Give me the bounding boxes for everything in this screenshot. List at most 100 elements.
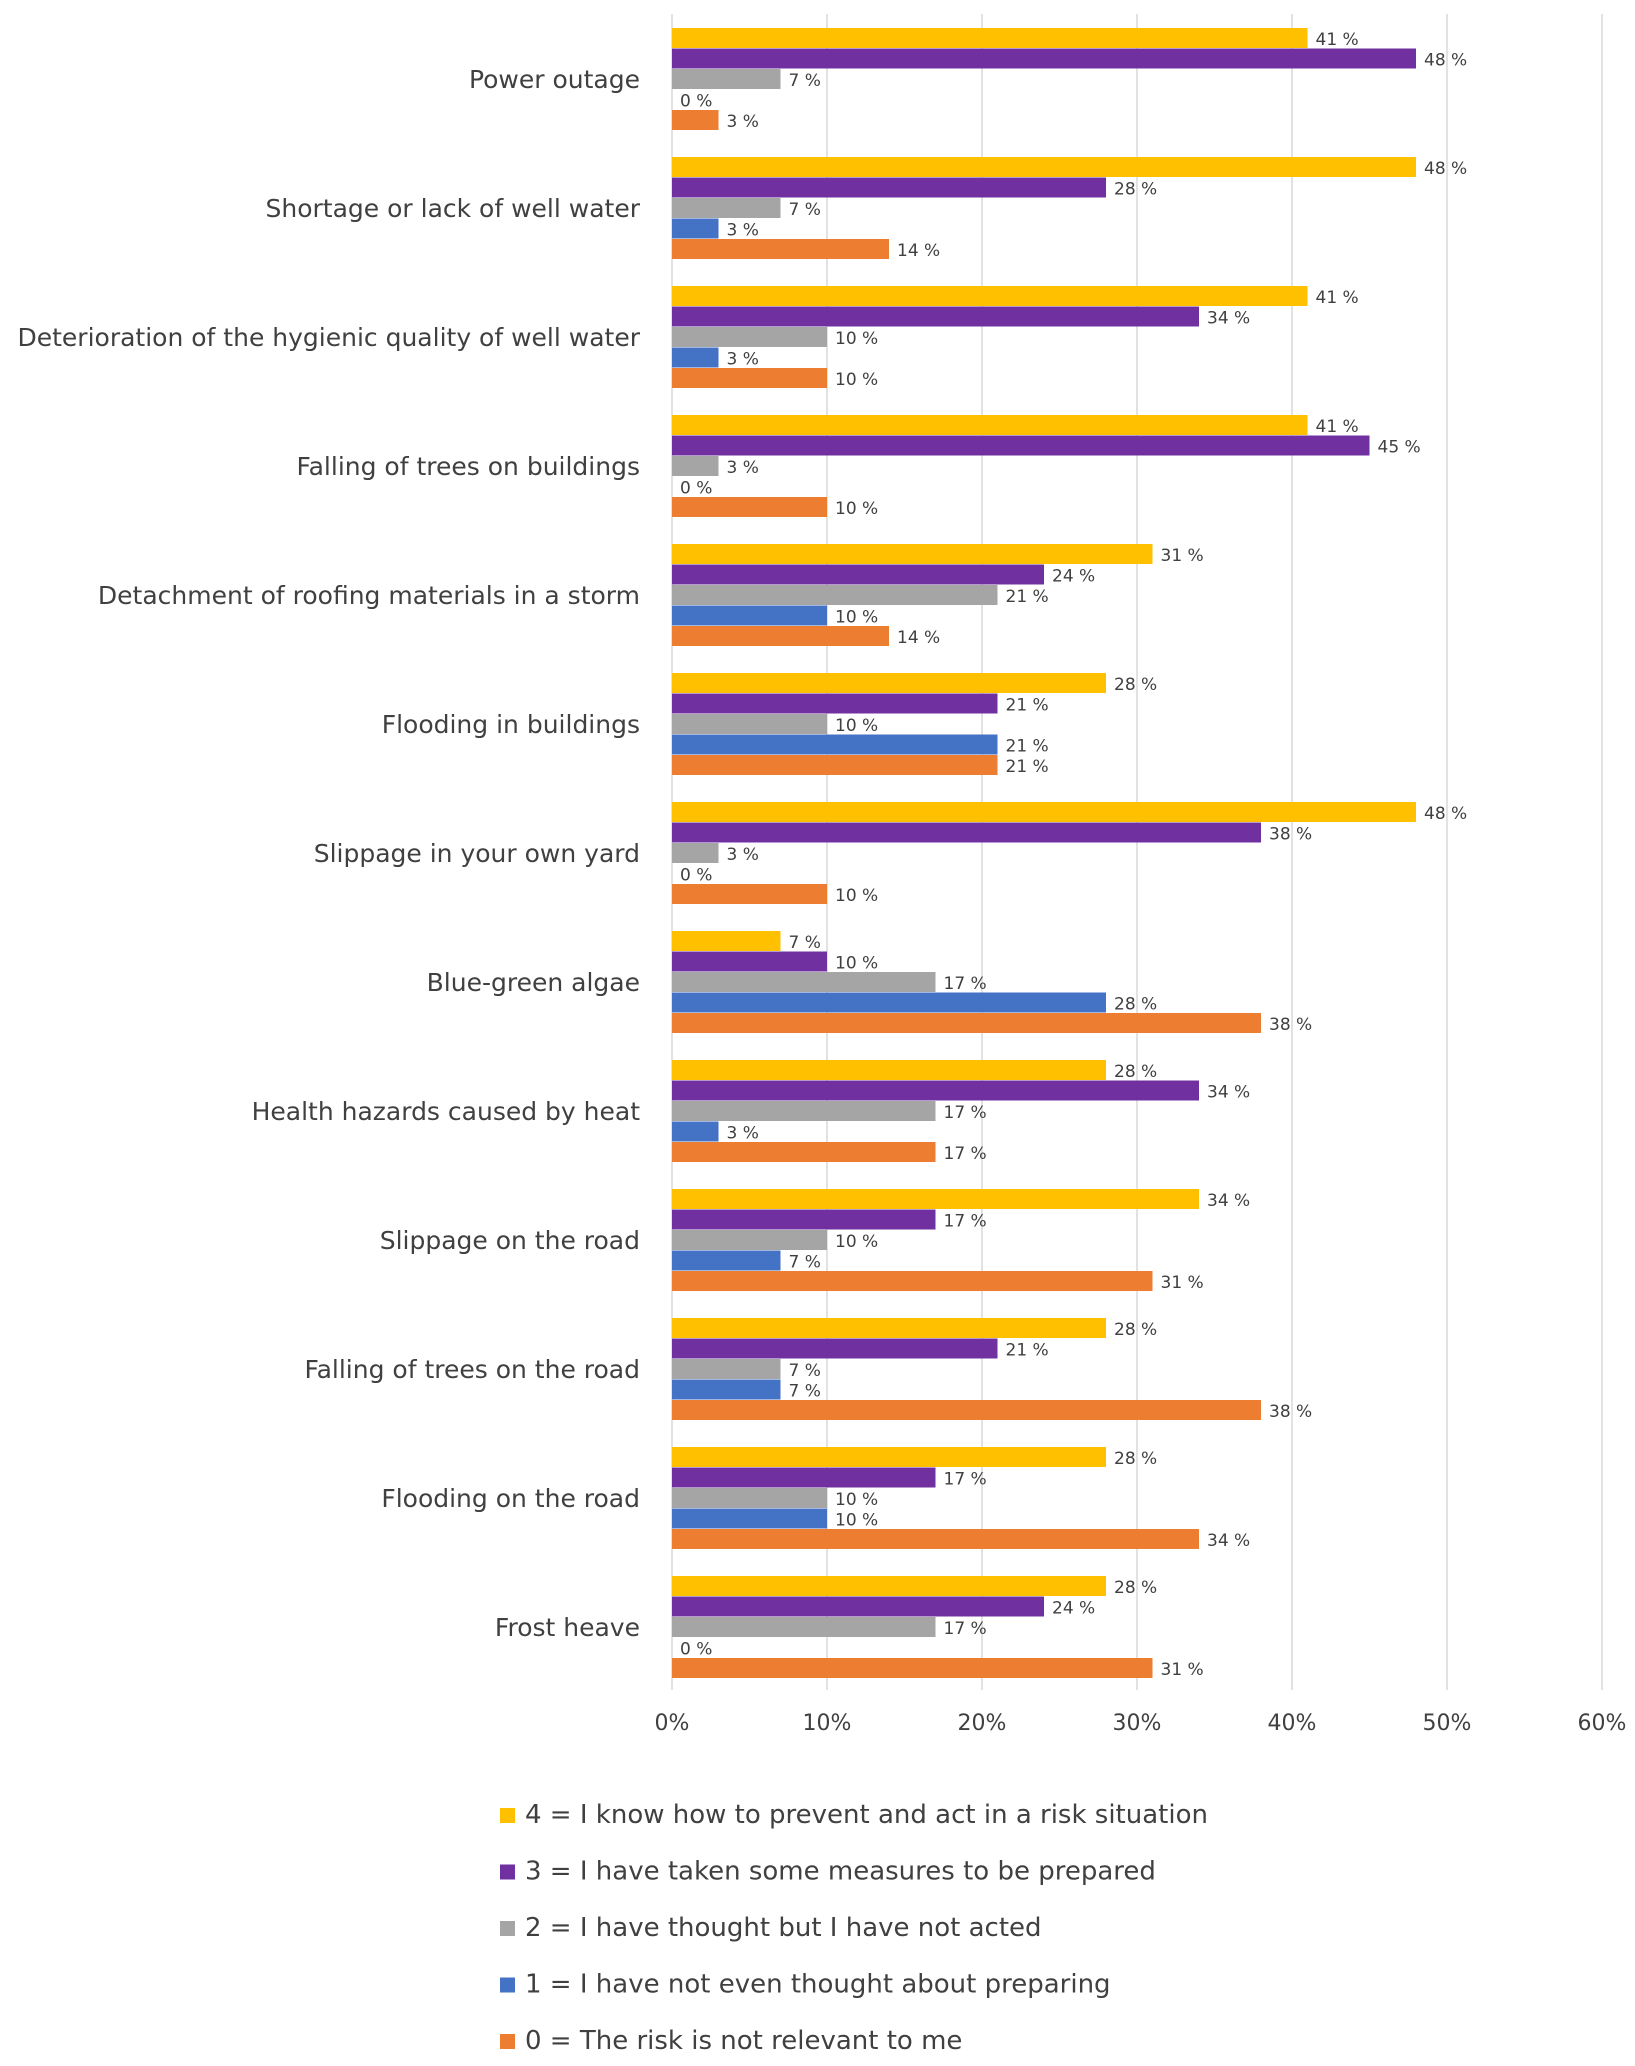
data-label: 10 %: [835, 1232, 878, 1252]
data-label: 10 %: [835, 886, 878, 906]
bar: [672, 306, 1199, 327]
data-label: 34 %: [1207, 1083, 1250, 1103]
gridlines: [671, 14, 1603, 1690]
data-label: 24 %: [1052, 1599, 1095, 1619]
legend-swatch: [500, 1977, 515, 1993]
data-label: 10 %: [835, 954, 878, 974]
bar: [672, 368, 827, 388]
legend-swatch: [500, 2034, 515, 2049]
data-label: 17 %: [944, 1144, 987, 1164]
x-tick-label: 60%: [1578, 1711, 1627, 1736]
data-label: 7 %: [789, 1253, 821, 1273]
data-label: 3 %: [727, 112, 759, 132]
bar: [672, 972, 936, 992]
category-label: Frost heave: [495, 1613, 640, 1642]
category-label: Deterioration of the hygienic quality of…: [17, 323, 640, 352]
bar: [672, 544, 1153, 564]
data-label: 3 %: [727, 1124, 759, 1144]
bar: [672, 1121, 719, 1142]
bar: [672, 822, 1261, 843]
bar: [672, 693, 998, 714]
data-label: 31 %: [1161, 546, 1204, 566]
data-label: 41 %: [1316, 30, 1359, 50]
bar: [672, 177, 1106, 198]
bar: [672, 931, 781, 951]
bar: [672, 456, 719, 476]
bar: [672, 347, 719, 368]
data-label: 10 %: [835, 608, 878, 628]
bar: [672, 1250, 781, 1271]
x-tick-label: 40%: [1268, 1711, 1317, 1736]
bar: [672, 48, 1416, 69]
bar: [672, 1658, 1153, 1678]
data-label: 28 %: [1114, 1320, 1157, 1340]
data-label: 34 %: [1207, 1191, 1250, 1211]
category-label: Slippage on the road: [380, 1226, 640, 1255]
data-label: 38 %: [1269, 825, 1312, 845]
bar: [672, 1318, 1106, 1338]
data-label: 3 %: [727, 458, 759, 478]
category-labels: Power outage Shortage or lack of well wat…: [17, 65, 640, 1642]
category-label: Flooding on the road: [381, 1484, 640, 1513]
bar: [672, 218, 719, 239]
bar: [672, 734, 998, 755]
data-label: 21 %: [1006, 737, 1049, 757]
bar: [672, 435, 1370, 456]
bar: [672, 755, 998, 775]
data-label: 45 %: [1378, 438, 1421, 458]
legend-entry: 2 = I have thought but I have not acted: [525, 1913, 1042, 1943]
category-label: Blue-green algae: [427, 968, 640, 997]
bar: [672, 714, 827, 734]
bar: [672, 1189, 1199, 1209]
data-label: 7 %: [789, 1361, 821, 1381]
bar: [672, 1617, 936, 1637]
data-label: 31 %: [1161, 1660, 1204, 1680]
data-label: 3 %: [727, 221, 759, 241]
data-label: 17 %: [944, 974, 987, 994]
data-label: 38 %: [1269, 1402, 1312, 1422]
x-axis-ticks: 0% 10% 20% 30% 40% 50% 60%: [655, 1711, 1627, 1736]
data-label: 10 %: [835, 1511, 878, 1531]
data-label: 7 %: [789, 1382, 821, 1402]
bar: [672, 1447, 1106, 1467]
legend-entry: 4 = I know how to prevent and act in a r…: [525, 1800, 1208, 1830]
data-labels: 41 % 48 % 7 % 0 % 3 % 48 % 28 % 7 % 3 % 14 % 41 % 3…: [680, 30, 1467, 1680]
data-label: 41 %: [1316, 288, 1359, 308]
bars: [672, 28, 1416, 1678]
bar: [672, 802, 1416, 822]
bar: [672, 327, 827, 347]
bar: [672, 1101, 936, 1121]
data-label: 48 %: [1424, 804, 1467, 824]
data-label: 17 %: [944, 1470, 987, 1490]
data-label: 3 %: [727, 350, 759, 370]
data-label: 0 %: [680, 479, 712, 499]
bar: [672, 415, 1308, 435]
data-label: 7 %: [789, 200, 821, 220]
category-label: Flooding in buildings: [382, 710, 640, 739]
data-label: 28 %: [1114, 675, 1157, 695]
bar: [672, 1230, 827, 1250]
bar: [672, 110, 719, 130]
data-label: 28 %: [1114, 1062, 1157, 1082]
data-label: 10 %: [835, 1490, 878, 1510]
bar: [672, 585, 998, 605]
x-tick-label: 0%: [655, 1711, 690, 1736]
bar: [672, 1488, 827, 1508]
legend-swatch: [500, 1864, 515, 1880]
bar: [672, 1379, 781, 1400]
data-label: 28 %: [1114, 1578, 1157, 1598]
category-label: Falling of trees on buildings: [297, 452, 640, 481]
data-label: 0 %: [680, 866, 712, 886]
bar: [672, 1467, 936, 1488]
bar: [672, 28, 1308, 48]
data-label: 34 %: [1207, 1531, 1250, 1551]
data-label: 28 %: [1114, 180, 1157, 200]
bar: [672, 951, 827, 972]
category-label: Detachment of roofing materials in a sto…: [98, 581, 640, 610]
data-label: 17 %: [944, 1212, 987, 1232]
data-label: 3 %: [727, 845, 759, 865]
data-label: 0 %: [680, 1640, 712, 1660]
bar: [672, 157, 1416, 177]
bar: [672, 1060, 1106, 1080]
